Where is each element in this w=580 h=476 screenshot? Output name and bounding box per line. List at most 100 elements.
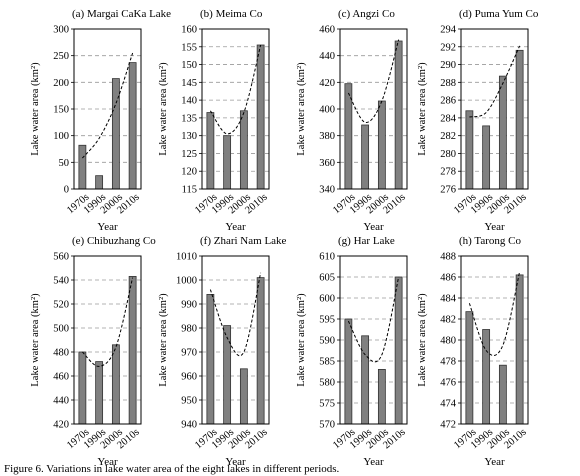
chart-7-ylabel: Lake water area (km²) [296,293,307,387]
chart-1-trend-line [81,52,134,159]
chart-7-ytick-label: 575 [319,399,335,410]
chart-2-ytick-label: 125 [181,149,197,160]
chart-3-bar [377,100,386,190]
chart-5-ytick-label: 480 [53,348,69,359]
chart-7-ytick-label: 600 [319,294,335,305]
chart-4-ytick-label: 292 [440,42,456,53]
chart-7-ytick-label: 585 [319,357,335,368]
chart-7-ytick-label: 595 [319,315,335,326]
chart-8-ytick-label: 476 [440,378,456,389]
chart-3-xlabel: Year [363,221,384,233]
chart-8: (h) Tarong Co 472 474 476 478 480 482 484 486 488… [417,235,529,468]
chart-8-ytick-label: 486 [440,273,456,284]
chart-8-bar [482,329,491,425]
chart-2-xlabel: Year [225,221,246,233]
chart-7-title: (g) Har Lake [338,235,395,247]
chart-5-ytick-label: 460 [53,372,69,383]
chart-2-ytick-label: 135 [181,113,197,124]
chart-8-ytick-label: 480 [440,336,456,347]
chart-2-title: (b) Meima Co [200,8,263,20]
chart-4-ytick-label: 290 [440,60,456,71]
chart-6-ytick-label: 990 [181,300,197,311]
chart-3-ytick-label: 420 [319,78,335,89]
chart-2-bar [223,135,232,190]
chart-2-ytick-label: 150 [181,60,197,71]
chart-7-trend-line [347,276,400,363]
chart-1-ytick-label: 300 [53,25,69,36]
chart-6-bar [206,293,215,425]
chart-8-ytick-label: 482 [440,315,456,326]
chart-5-bar [78,351,87,425]
chart-5-bar [128,275,137,425]
chart-2-bar [256,44,265,190]
chart-1-ytick-label: 50 [59,158,70,169]
chart-7-axes-frame [339,255,408,425]
chart-6-bar [239,368,248,425]
chart-6-ytick-label: 980 [181,324,197,335]
chart-1-bar [128,62,137,190]
chart-2-ytick-label: 160 [181,25,197,36]
chart-8-axes-frame [460,255,529,425]
chart-2-ytick-label: 130 [181,131,197,142]
chart-1-bar [78,144,87,190]
chart-4-ytick-label: 286 [440,96,456,107]
chart-7-xlabel: Year [363,456,384,468]
chart-5-ytick-label: 540 [53,276,69,287]
chart-2-trend-line [209,44,262,135]
chart-3: (c) Angzi Co3403603804004204404601970s19… [296,8,408,233]
chart-4-bar [482,125,491,190]
chart-6-ytick-label: 950 [181,396,197,407]
chart-1-ytick-label: 250 [53,51,69,62]
chart-1-bar [95,175,104,190]
chart-3-bar [394,40,403,190]
chart-7-ytick-label: 590 [319,336,335,347]
chart-2: (b) Meima Co 115 120 125 130 135 140 145 150 155 1… [158,8,270,233]
chart-2-ytick-label: 120 [181,167,197,178]
chart-1-ytick-label: 100 [53,131,69,142]
chart-1-bar [111,78,120,190]
chart-6: (f) Zhari Nam Lake 940 950 960 970 980 990 1000… [158,235,287,468]
chart-7-bar [377,368,386,425]
chart-4-bar [498,75,507,190]
chart-7-ytick-label: 610 [319,252,335,263]
chart-5-ytick-label: 420 [53,420,69,431]
chart-3-ytick-label: 400 [319,105,335,116]
chart-5-bar [95,361,104,425]
chart-5-ylabel: Lake water area (km²) [30,293,41,387]
chart-6-ytick-label: 1010 [176,252,197,263]
chart-5-ytick-label: 500 [53,324,69,335]
chart-3-ytick-label: 460 [319,25,335,36]
chart-6-ylabel: Lake water area (km²) [158,293,169,387]
chart-8-title: (h) Tarong Co [459,235,521,247]
chart-3-bar [361,124,370,190]
chart-3-ytick-label: 340 [319,185,335,196]
chart-4-bar [465,110,474,190]
chart-4-trend-line [469,45,521,118]
chart-1-ytick-label: 150 [53,105,69,116]
chart-2-bar [206,112,215,190]
chart-7: (g) Har Lake5705755805855905956006056101… [296,235,408,468]
chart-2-axes-frame [201,28,270,190]
chart-4-bar [515,49,524,190]
chart-7-ytick-label: 580 [319,378,335,389]
chart-8-ytick-label: 472 [440,420,456,431]
chart-7-ytick-label: 570 [319,420,335,431]
chart-1: (a) Margai CaKa Lake05010015020025030019… [30,8,171,233]
chart-8-ytick-label: 488 [440,252,456,263]
chart-1-ytick-label: 200 [53,78,69,89]
chart-5-xlabel: Year [97,456,118,468]
chart-1-axes-frame [73,28,142,190]
chart-1-ylabel: Lake water area (km²) [30,62,41,156]
chart-2-ytick-label: 140 [181,96,197,107]
chart-7-bar [394,276,403,425]
chart-7-ytick-label: 605 [319,273,335,284]
chart-6-trend-line [209,272,262,357]
chart-6-bar [223,325,232,425]
chart-8-ylabel: Lake water area (km²) [417,293,428,387]
chart-4-ytick-label: 276 [440,185,456,196]
chart-4-ytick-label: 278 [440,167,456,178]
chart-2-bar [239,110,248,190]
chart-4-ytick-label: 284 [440,113,457,124]
chart-6-ytick-label: 970 [181,348,197,359]
